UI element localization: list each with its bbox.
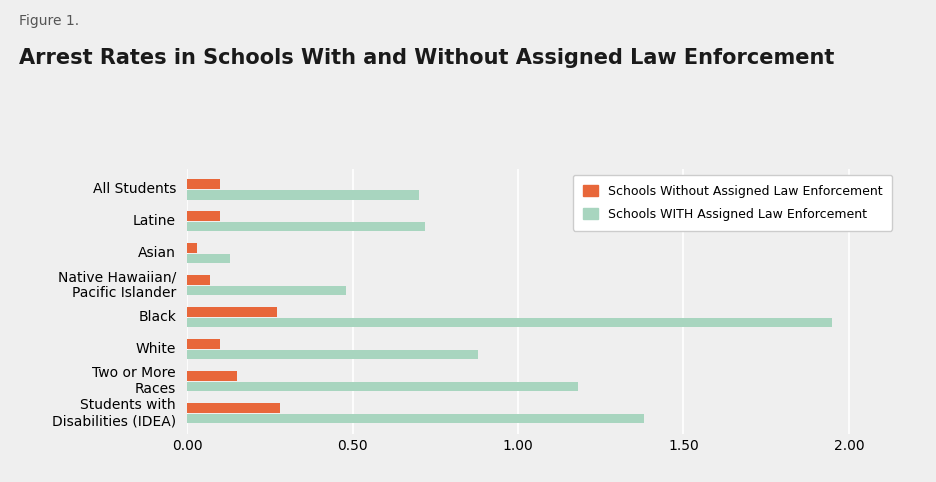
Bar (187, 318, 832, 327)
Bar (187, 286, 346, 295)
Text: Arrest Rates in Schools With and Without Assigned Law Enforcement: Arrest Rates in Schools With and Without… (19, 48, 834, 68)
Text: Figure 1.: Figure 1. (19, 14, 79, 28)
Bar (187, 349, 478, 359)
Bar (187, 179, 220, 189)
Bar (187, 339, 220, 348)
Bar (187, 211, 220, 221)
Bar (187, 382, 578, 391)
Bar (187, 190, 418, 200)
Bar (187, 371, 237, 381)
Bar (187, 414, 644, 423)
Bar (187, 275, 211, 285)
Legend: Schools Without Assigned Law Enforcement, Schools WITH Assigned Law Enforcement: Schools Without Assigned Law Enforcement… (573, 175, 892, 231)
Bar (187, 307, 276, 317)
Bar (187, 243, 197, 253)
Bar (187, 254, 230, 263)
Bar (187, 222, 426, 231)
Bar (187, 403, 280, 413)
